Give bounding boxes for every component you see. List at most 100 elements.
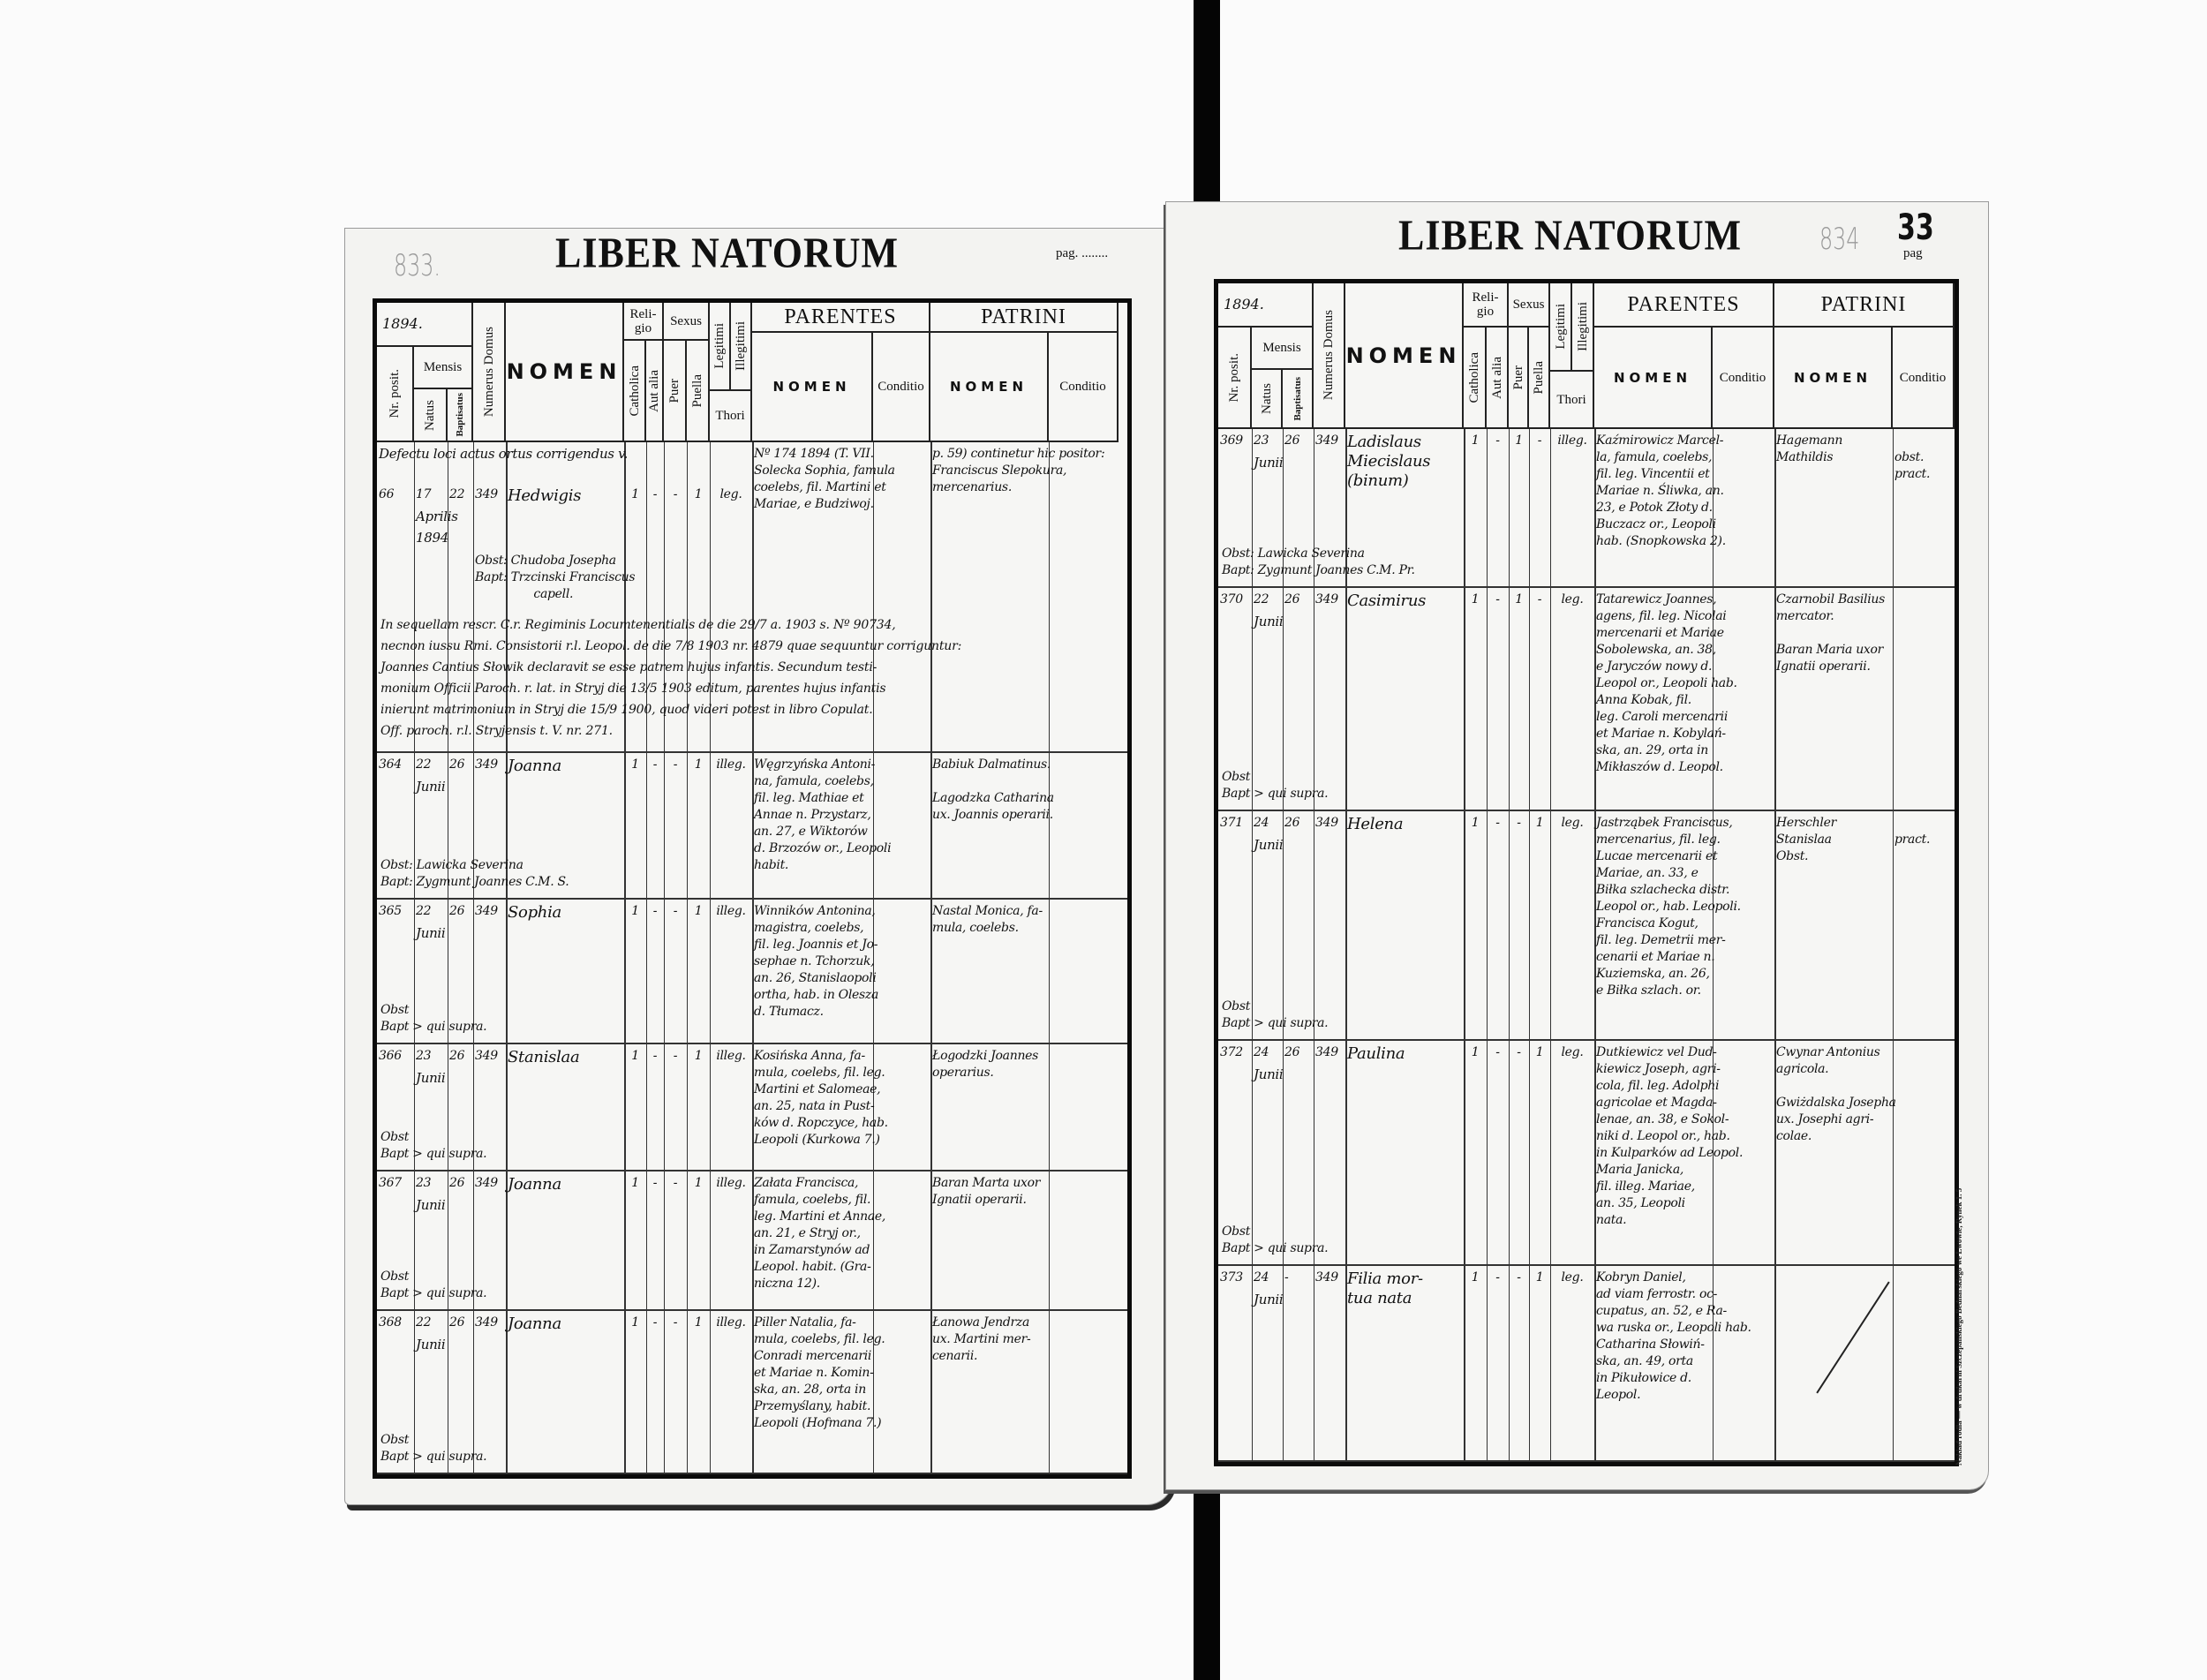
cell-puella: 1 — [694, 1176, 703, 1190]
cell-baptisatus: 26 — [449, 1049, 465, 1063]
cell-baptisatus: 26 — [449, 1315, 465, 1330]
cell-puella: 1 — [1535, 1045, 1544, 1059]
cell-parentes: Kaźmirowicz Marcel- la, famula, coelebs,… — [1596, 433, 1726, 548]
cell-natus: 22 — [416, 1315, 432, 1330]
cell-catholica: 1 — [1471, 1270, 1480, 1284]
header-parentes-nomen-text: NOMEN — [1613, 369, 1692, 386]
header-patrini-conditio-text: Conditio — [1059, 380, 1106, 394]
column-rule — [1283, 429, 1284, 1462]
header-year-text: 1894. — [1224, 296, 1264, 313]
column-rule — [873, 442, 874, 1474]
page-number-pencil: 834 — [1819, 222, 1860, 257]
cell-puella: 1 — [694, 1315, 703, 1330]
column-rule — [930, 442, 932, 1474]
cell-domus: 349 — [1315, 1045, 1338, 1059]
header-parentes-text: PARENTES — [1627, 293, 1740, 316]
cell-month: Junii — [1254, 455, 1284, 471]
cell-natus: 17 — [416, 487, 432, 501]
header-natus-text: Natus — [1259, 383, 1274, 414]
header-patrini-text: PATRINI — [1820, 293, 1907, 316]
header-nomen: NOMEN — [506, 303, 624, 442]
header-mensis: Mensis — [414, 347, 473, 389]
register-table-right: 1894. Mensis Nr. posit. Natus Baptisatus Nume… — [1214, 279, 1959, 1466]
header-nr-posit-text: Nr. posit. — [1227, 352, 1241, 403]
cell-natus: 24 — [1254, 816, 1269, 830]
header-thori-text: Thori — [715, 409, 745, 423]
cell-baptisatus: 26 — [1284, 433, 1300, 448]
column-rule — [687, 442, 688, 1474]
cell-puella: 1 — [694, 757, 703, 772]
cell-domus: 349 — [1315, 1270, 1338, 1284]
header-thori: Thori — [710, 391, 752, 442]
table-row: 366 23 26 349 Stanislaa 1- -1 illeg. Kosińska An… — [377, 1044, 1127, 1171]
cell-puer: - — [673, 904, 678, 918]
cell-natus: 24 — [1254, 1270, 1269, 1284]
table-row: 368 22 26 349 Joanna 1- -1 illeg. Piller Natalia… — [377, 1311, 1127, 1474]
header-year-text: 1894. — [382, 315, 423, 332]
header-natus-text: Natus — [423, 399, 437, 431]
cell-nr: 370 — [1220, 592, 1243, 606]
header-mensis-text: Mensis — [1262, 341, 1301, 355]
header-puer: Puer — [664, 341, 687, 442]
cell-aut-alia: - — [1495, 1270, 1500, 1284]
obst-bapt: Obst: Chudoba Josepha Bapt: Trzcinski Fr… — [475, 554, 636, 601]
header-mensis: Mensis — [1252, 328, 1314, 370]
cell-patrini-conditio: obst. pract. — [1894, 450, 1931, 481]
cell-nr: 367 — [379, 1176, 402, 1190]
column-rule — [752, 442, 754, 1474]
cell-aut-alia: - — [652, 1176, 658, 1190]
cell-parentes: Kobryn Daniel, ad viam ferrostr. oc- cup… — [1596, 1270, 1751, 1402]
column-rule — [1594, 429, 1596, 1462]
cell-puer: - — [673, 1176, 678, 1190]
cell-domus: 349 — [475, 1315, 498, 1330]
cell-patrini: Łanowa Jendrza ux. Martini mer- cenarii. — [932, 1315, 1031, 1363]
cell-puella: 1 — [694, 487, 703, 501]
cell-natus: 23 — [1254, 433, 1269, 448]
header-natus: Natus — [1252, 370, 1283, 429]
column-rule — [473, 442, 474, 1474]
header-religio: Reli- gio — [624, 303, 664, 341]
header-puella: Puella — [687, 341, 710, 442]
cell-parentes: Piller Natalia, fa- mula, coelebs, fil. … — [754, 1315, 885, 1430]
cell-domus: 349 — [475, 1049, 498, 1063]
cell-nomen: Ladislaus Miecislaus (binum) — [1347, 433, 1431, 490]
obst-bapt: Obst: Lawicka Severina Bapt: Zygmunt Joa… — [1222, 546, 1415, 577]
cell-nr: 373 — [1220, 1270, 1243, 1284]
cell-nr: 371 — [1220, 816, 1243, 830]
cell-nomen: Helena — [1347, 815, 1404, 833]
cell-puer: - — [673, 1315, 678, 1330]
cell-domus: 349 — [475, 1176, 498, 1190]
column-rule — [664, 442, 665, 1474]
column-rule — [1487, 429, 1488, 1462]
cell-nomen: Joanna — [508, 757, 561, 775]
header-religio-text: Reli- gio — [629, 306, 657, 335]
cell-patrini: Łogodzki Joannes operarius. — [932, 1049, 1039, 1080]
cell-domus: 349 — [1315, 592, 1338, 606]
cell-patrini-conditio: pract. — [1894, 832, 1931, 847]
table-row: 370 22 26 349 Casimirus 1-1- leg. Tatarewicz Jo… — [1218, 588, 1955, 811]
cell-catholica: 1 — [1471, 1045, 1480, 1059]
header-patrini-conditio-text: Conditio — [1899, 370, 1947, 385]
cell-month: Junii — [1254, 1066, 1284, 1082]
cell-aut-alia: - — [652, 904, 658, 918]
cell-domus: 349 — [1315, 433, 1338, 448]
header-baptisatus: Baptisatus — [1283, 370, 1314, 429]
cell-catholica: 1 — [631, 1176, 639, 1190]
cell-nomen: Casimirus — [1347, 591, 1427, 610]
cell-patrini: Hagemann Mathildis — [1776, 433, 1843, 464]
cell-domus: 349 — [475, 487, 498, 501]
header-puella: Puella — [1529, 328, 1550, 429]
cell-puella: 1 — [694, 1049, 703, 1063]
column-rule — [624, 442, 626, 1474]
cell-puer: - — [1517, 1270, 1521, 1284]
cell-parentes: Jastrząbek Franciscus, mercenarius, fil.… — [1596, 816, 1741, 998]
cell-thori: illeg. — [716, 1176, 746, 1190]
header-mensis-text: Mensis — [423, 360, 463, 374]
cell-baptisatus: 26 — [1284, 1045, 1300, 1059]
cell-puer: - — [673, 487, 678, 501]
cell-aut-alia: - — [652, 1315, 658, 1330]
column-rule — [1049, 442, 1050, 1474]
cell-baptisatus: 26 — [1284, 816, 1300, 830]
header-aut-alia: Aut alia — [646, 341, 664, 442]
column-rule — [1893, 429, 1894, 1462]
